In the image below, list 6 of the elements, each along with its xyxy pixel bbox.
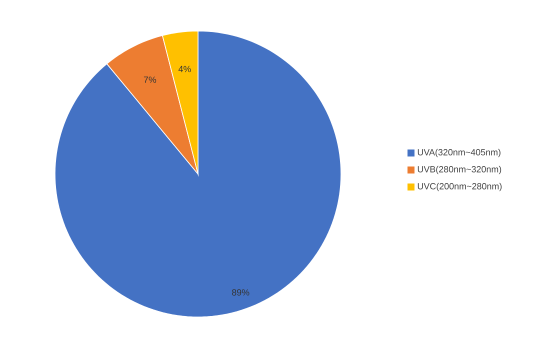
data-label: 4% [178, 66, 191, 72]
data-label: 7% [144, 76, 156, 83]
data-label: 89% [232, 289, 250, 296]
legend-label: UVA(320nm~405nm) [418, 148, 500, 158]
legend-label: UVC(200nm~280nm) [418, 182, 502, 192]
legend-label: UVB(280nm~320nm) [418, 166, 502, 174]
